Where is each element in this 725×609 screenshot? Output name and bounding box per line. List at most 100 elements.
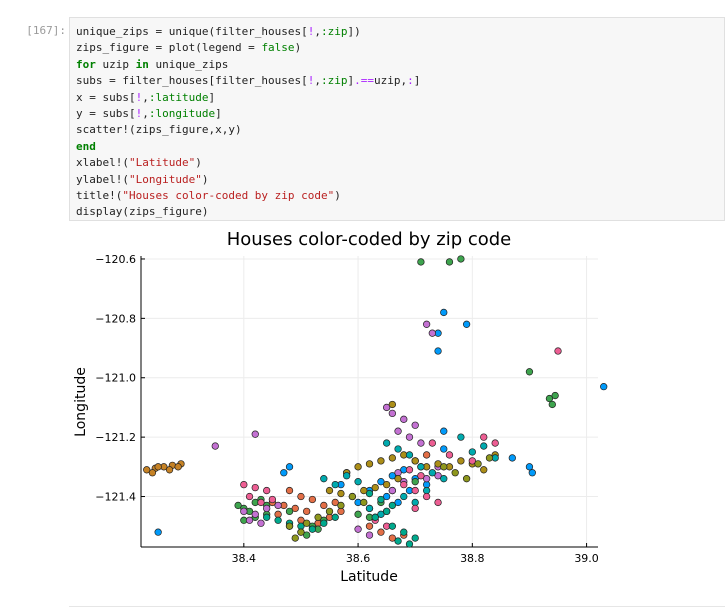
scatter-point [480, 442, 488, 450]
scatter-point [325, 507, 334, 516]
x-tick-label: 38.6 [346, 552, 371, 565]
scatter-point [365, 489, 374, 498]
scatter-point [440, 463, 448, 471]
scatter-point [365, 522, 374, 530]
scatter-point [348, 492, 357, 501]
scatter-point [525, 368, 534, 376]
scatter-point [377, 478, 385, 486]
code-token: ! [307, 74, 315, 88]
scatter-point [440, 475, 448, 483]
code-token: subs = filter_houses[filter_houses[ [76, 74, 308, 88]
code-token: "Houses color-coded by zip code" [122, 188, 335, 202]
scatter-point [325, 486, 334, 495]
x-tick-label: 38.4 [232, 552, 257, 565]
scatter-point [257, 498, 265, 507]
scatter-point [394, 427, 402, 435]
scatter-point [382, 507, 391, 516]
scatter-point [303, 519, 311, 527]
scatter-point [600, 383, 608, 391]
scatter-point [388, 501, 397, 510]
scatter-point [422, 320, 431, 328]
scatter-point [551, 391, 559, 400]
code-token: ] [215, 106, 222, 120]
scatter-point [337, 501, 345, 510]
scatter-point [428, 329, 436, 337]
scatter-point [360, 498, 368, 507]
scatter-point [285, 463, 294, 471]
scatter-point [548, 400, 556, 409]
code-editor[interactable]: unique_zips = unique(filter_houses[!,:zi… [76, 24, 420, 221]
scatter-point [263, 486, 271, 495]
scatter-point [251, 483, 259, 492]
scatter-point [411, 486, 419, 495]
scatter-point [434, 460, 442, 468]
scatter-point [354, 510, 362, 518]
code-line: unique_zips = unique(filter_houses[!,:zi… [76, 24, 420, 40]
code-token: title!( [76, 188, 123, 202]
code-token: ! [135, 90, 143, 104]
code-token: , [314, 25, 322, 38]
scatter-point [240, 480, 248, 489]
scatter-point [451, 469, 459, 477]
y-axis-label: Longitude [73, 367, 89, 437]
scatter-point [365, 460, 374, 468]
scatter-point [434, 347, 442, 355]
scatter-point [165, 466, 174, 474]
scatter-point [480, 433, 488, 441]
scatter-point [245, 516, 254, 524]
scatter-point [417, 258, 425, 266]
scatter-point [405, 433, 414, 441]
code-token: :longitude [148, 106, 216, 120]
scatter-point [440, 445, 448, 453]
code-token: .== [354, 74, 375, 88]
scatter-point [354, 478, 362, 486]
scatter-point [320, 519, 328, 527]
scatter-point [291, 534, 299, 542]
code-token: for [76, 57, 96, 71]
scatter-point [331, 498, 339, 507]
scatter-point [388, 400, 397, 409]
scatter-point [377, 528, 385, 536]
code-line: for uzip in unique_zips [76, 57, 420, 73]
scatter-point [285, 486, 294, 495]
code-line: scatter!(zips_figure,x,y) [76, 122, 420, 138]
y-tick-label: −120.6 [95, 253, 136, 266]
code-token: ! [135, 106, 143, 120]
scatter-point [297, 492, 305, 501]
scatter-point [417, 463, 425, 471]
scatter-point [428, 469, 436, 477]
scatter-point [274, 501, 282, 510]
scatter-point [143, 466, 151, 474]
scatter-point [445, 258, 454, 266]
code-line: x = subs[!,:latitude] [76, 90, 420, 106]
code-cell[interactable]: unique_zips = unique(filter_houses[!,:zi… [69, 17, 725, 221]
scatter-point [320, 475, 328, 483]
code-token: : [407, 74, 414, 88]
scatter-point [545, 394, 554, 403]
scatter-point [314, 513, 322, 521]
scatter-point [285, 507, 294, 516]
code-token: y = subs[ [76, 106, 136, 120]
code-token: zips_figure = plot(legend = [76, 41, 262, 55]
scatter-point [320, 501, 328, 510]
scatter-point [274, 516, 282, 524]
scatter-point [491, 439, 499, 447]
scatter-point [394, 475, 402, 483]
code-token: ! [307, 25, 315, 38]
code-token: ) [195, 156, 202, 170]
scatter-point [365, 504, 374, 513]
scatter-point [434, 498, 442, 507]
scatter-point [263, 513, 271, 521]
scatter-point [245, 492, 254, 501]
code-token: :zip [321, 25, 348, 38]
code-token: end [76, 139, 96, 153]
scatter-point [445, 451, 454, 459]
scatter-point [462, 320, 471, 328]
scatter-point [411, 421, 419, 429]
scatter-point [485, 454, 494, 462]
code-line: xlabel!("Latitude") [76, 155, 420, 171]
code-line: display(zips_figure) [76, 204, 420, 220]
x-tick-label: 39.0 [574, 552, 599, 565]
output-divider [69, 606, 725, 607]
code-token: scatter!(zips_figure,x,y) [76, 123, 242, 137]
